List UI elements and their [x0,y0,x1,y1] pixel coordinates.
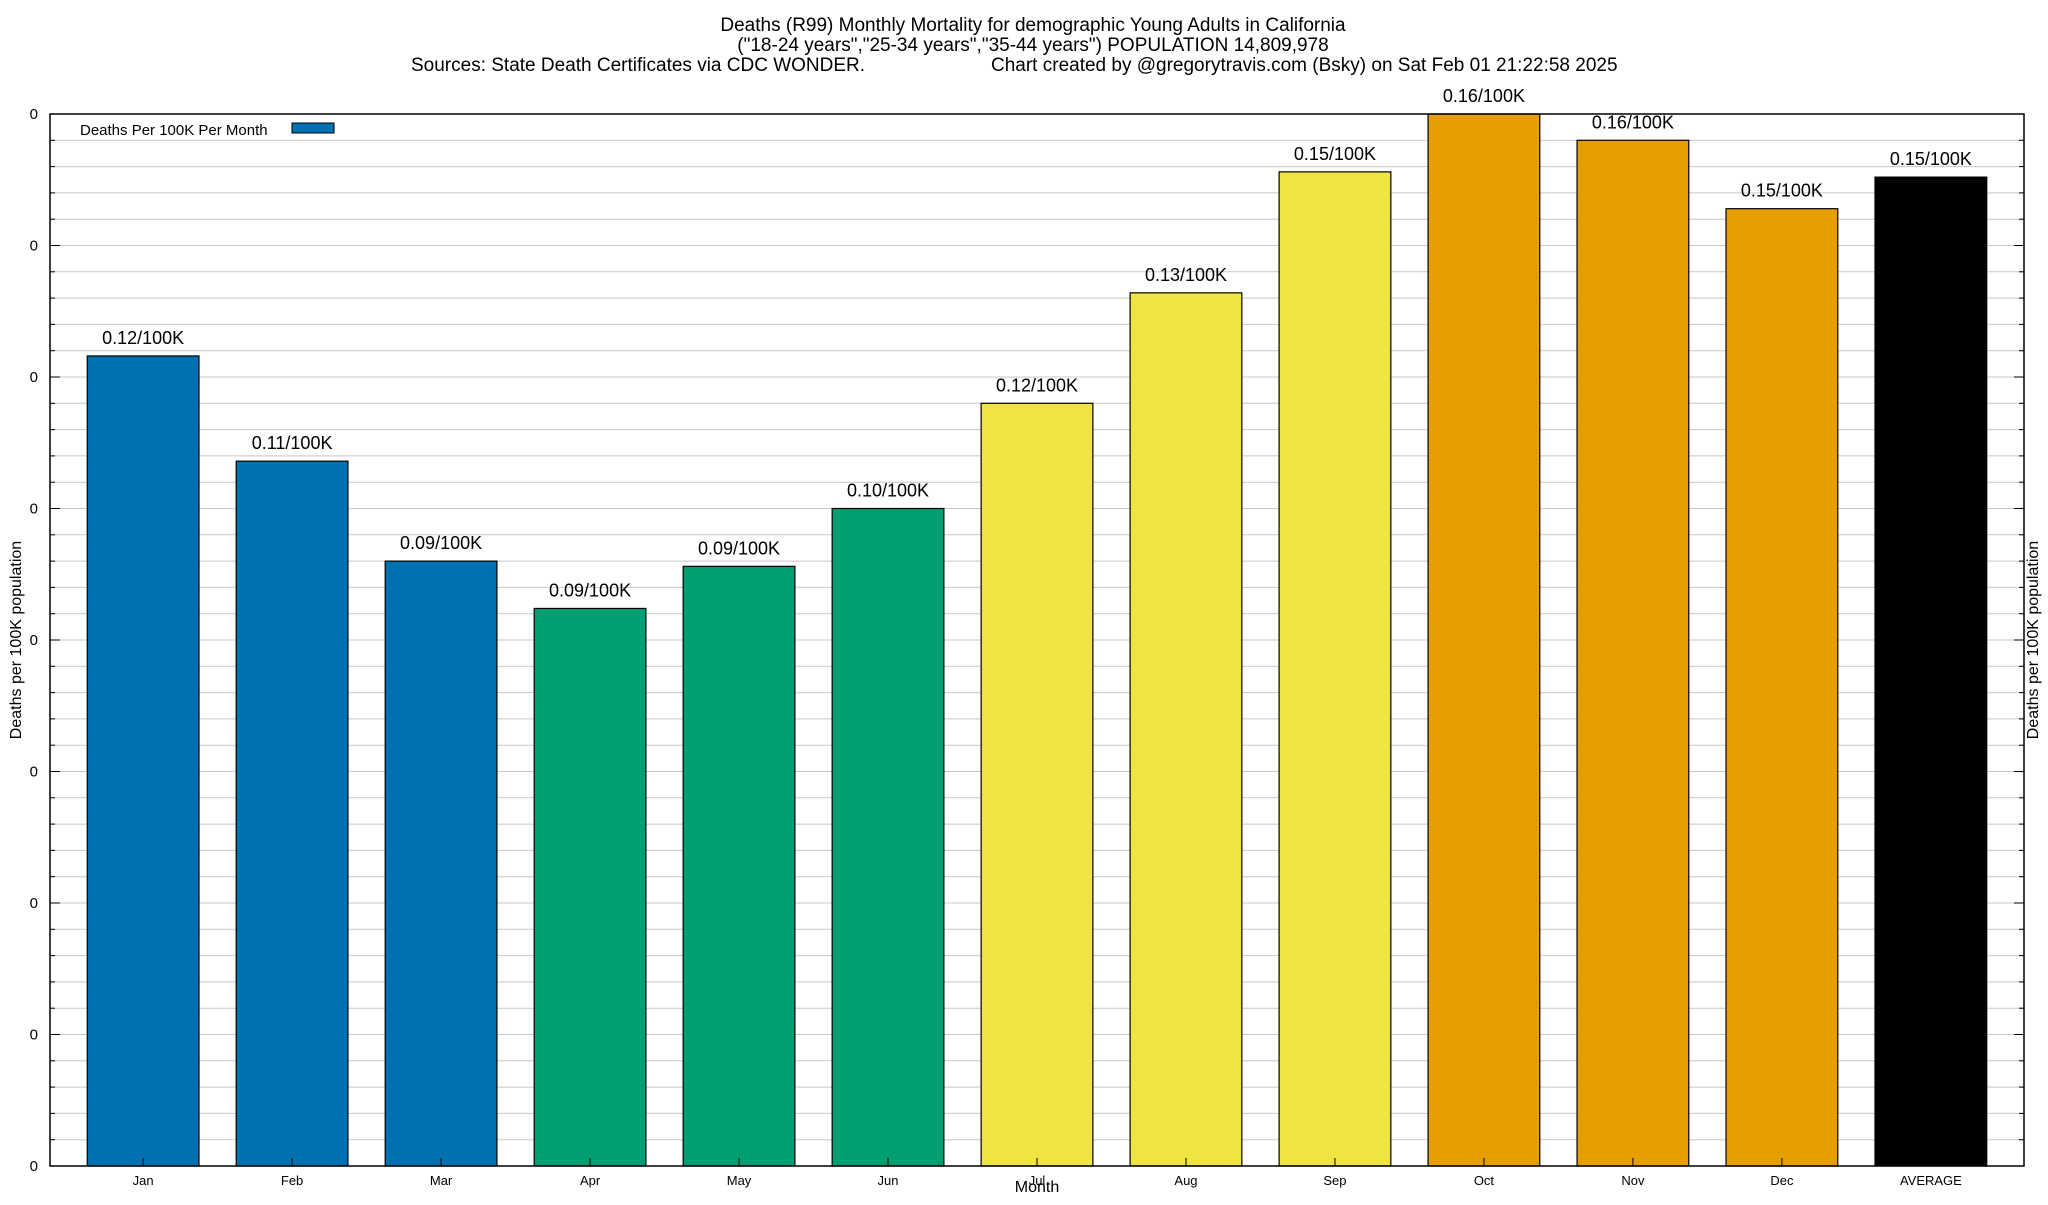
bar-value-label: 0.15/100K [1741,181,1823,201]
legend-swatch [291,122,335,134]
x-tick-label: Apr [580,1173,601,1188]
x-axis-title: Month [1015,1179,1059,1196]
y-tick-label: 0 [30,764,38,781]
plot-frame [49,113,2025,1167]
y-tick-label: 0 [30,369,38,386]
x-tick-label: Nov [1621,1173,1645,1188]
bar-aug [1129,292,1243,1167]
chart-title: Deaths (R99) Monthly Mortality for demog… [720,15,1346,36]
bar-value-label: 0.13/100K [1145,265,1227,285]
y-axis-title: Deaths per 100K population [8,541,25,739]
chart-subtitle: ("18-24 years","25-34 years","35-44 year… [737,35,1328,56]
x-tick-label: Dec [1770,1173,1794,1188]
y-tick-label: 0 [30,501,38,518]
x-tick-label: Jun [878,1173,899,1188]
bar-mar [384,560,498,1167]
x-tick-label: Jul [1029,1173,1046,1188]
y-tick-label: 0 [30,895,38,912]
x-tick-label: Feb [281,1173,303,1188]
y-tick-label: 0 [30,106,38,123]
chart-source: Sources: State Death Certificates via CD… [411,55,865,76]
bar-value-label: 0.09/100K [400,533,482,553]
legend-label: Deaths Per 100K Per Month [80,122,268,139]
x-tick-label: Jan [133,1173,154,1188]
bar-oct [1427,113,1541,1167]
bar-value-label: 0.15/100K [1890,149,1972,169]
x-tick-label: May [727,1173,752,1188]
x-tick-label: Oct [1474,1173,1495,1188]
x-tick-label: Aug [1174,1173,1197,1188]
bar-value-label: 0.12/100K [102,328,184,348]
legend: Deaths Per 100K Per Month [80,122,335,139]
bar-value-label: 0.16/100K [1443,86,1525,106]
x-tick-label: Sep [1323,1173,1346,1188]
bar-jan [86,355,200,1167]
bar-sep [1278,171,1392,1167]
bar-value-label: 0.10/100K [847,481,929,501]
bar-value-label: 0.15/100K [1294,144,1376,164]
bar-value-label: 0.09/100K [698,538,780,558]
chart-credit: Chart created by @gregorytravis.com (Bsk… [991,55,1618,76]
y-tick-label: 0 [30,632,38,649]
y-tick-label: 0 [30,1027,38,1044]
bar-jun [831,507,945,1167]
x-tick-label: Mar [430,1173,453,1188]
y-tick-label: 0 [30,238,38,255]
bar-value-label: 0.12/100K [996,375,1078,395]
bar-feb [235,460,349,1167]
bar-apr [533,607,647,1167]
x-axis-ticks: Jan Feb Mar Apr May Jun Jul Aug Sep Oct Nov Dec AVER… [133,1158,1962,1188]
bar-dec [1725,208,1839,1167]
bar-may [682,565,796,1167]
bar-jul [980,402,1094,1167]
bars [86,113,1988,1167]
bar-value-label: 0.09/100K [549,580,631,600]
bar-average [1874,176,1988,1167]
bar-value-label: 0.11/100K [252,433,333,453]
bar-value-label: 0.16/100K [1592,112,1674,132]
y-tick-label: 0 [30,1158,38,1175]
bar-nov [1576,139,1690,1167]
x-tick-label: AVERAGE [1900,1173,1962,1188]
bar-value-labels: 0.12/100K 0.11/100K 0.09/100K 0.09/100K 0.09… [102,86,1972,600]
y2-axis-title: Deaths per 100K population [2025,541,2042,739]
